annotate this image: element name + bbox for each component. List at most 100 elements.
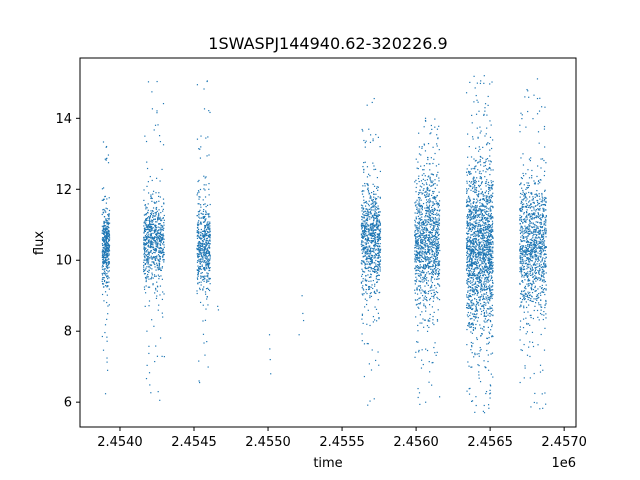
data-point (203, 188, 205, 190)
data-point (492, 180, 494, 183)
data-point (478, 265, 480, 267)
data-point (144, 223, 146, 225)
data-point (438, 215, 441, 217)
data-point (427, 266, 430, 269)
data-point (108, 262, 111, 264)
data-point (489, 258, 492, 260)
data-point (149, 225, 151, 228)
data-point (477, 251, 479, 254)
data-point (422, 202, 425, 205)
data-point (367, 191, 370, 193)
data-point (198, 381, 201, 384)
data-point (483, 162, 485, 164)
data-point (377, 260, 379, 263)
data-point (159, 294, 161, 296)
data-point (368, 232, 370, 234)
data-point (144, 220, 146, 222)
data-point (421, 241, 423, 243)
data-point (492, 376, 494, 378)
data-point (489, 389, 491, 392)
data-point (144, 305, 146, 307)
data-point (374, 283, 376, 285)
data-point (156, 233, 158, 236)
data-point (423, 236, 425, 238)
data-point (418, 349, 420, 352)
data-point (200, 268, 202, 271)
data-point (421, 227, 424, 229)
data-point (364, 239, 366, 241)
data-point (366, 323, 368, 325)
data-point (489, 207, 491, 209)
data-point (424, 244, 426, 246)
data-point (151, 179, 153, 182)
data-point (419, 217, 421, 219)
data-point (419, 244, 421, 246)
data-point (199, 251, 201, 254)
data-point (155, 242, 157, 244)
data-point (422, 278, 425, 280)
data-point (424, 268, 426, 270)
data-point (150, 239, 152, 241)
data-point (144, 234, 147, 237)
data-point (373, 218, 375, 220)
data-point (105, 245, 107, 247)
data-point (151, 221, 153, 223)
data-point (108, 230, 110, 232)
data-point (374, 225, 376, 227)
data-point (149, 216, 152, 218)
data-point (146, 266, 148, 268)
data-point (365, 263, 367, 265)
data-point (206, 234, 208, 236)
data-point (362, 213, 364, 215)
data-point (159, 236, 162, 238)
data-point (489, 83, 491, 85)
data-point (420, 245, 422, 247)
data-point (421, 221, 423, 224)
data-point (467, 265, 469, 268)
data-point (362, 288, 364, 290)
data-point (144, 263, 147, 265)
data-point (432, 264, 434, 266)
data-point (157, 230, 159, 232)
data-point (199, 237, 202, 239)
data-point (469, 240, 472, 242)
data-point (414, 219, 416, 221)
data-point (491, 325, 493, 328)
data-point (435, 287, 437, 289)
data-point (486, 195, 488, 197)
data-point (468, 172, 470, 174)
data-point (373, 229, 375, 231)
data-point (435, 266, 437, 269)
data-point (209, 239, 211, 242)
data-point (483, 314, 486, 316)
data-point (363, 202, 365, 204)
data-point (467, 315, 469, 318)
data-point (163, 202, 165, 204)
data-point (433, 183, 435, 185)
data-point (362, 294, 364, 296)
data-point (202, 216, 204, 218)
data-point (203, 255, 205, 257)
data-point (208, 251, 211, 253)
data-point (490, 182, 493, 184)
data-point (466, 279, 468, 282)
data-point (475, 306, 477, 308)
data-point (416, 254, 418, 256)
data-point (158, 262, 160, 264)
data-point (427, 239, 429, 241)
data-point (488, 224, 491, 226)
data-point (434, 198, 436, 200)
data-point (429, 133, 431, 135)
data-point (373, 270, 375, 272)
data-point (487, 301, 489, 303)
data-point (418, 221, 420, 224)
data-point (477, 101, 479, 103)
data-point (151, 276, 153, 278)
data-point (419, 275, 421, 277)
data-point (148, 265, 150, 267)
data-point (104, 231, 106, 233)
data-point (208, 242, 210, 245)
data-point (153, 325, 155, 327)
data-point (474, 316, 476, 318)
data-point (377, 233, 379, 235)
